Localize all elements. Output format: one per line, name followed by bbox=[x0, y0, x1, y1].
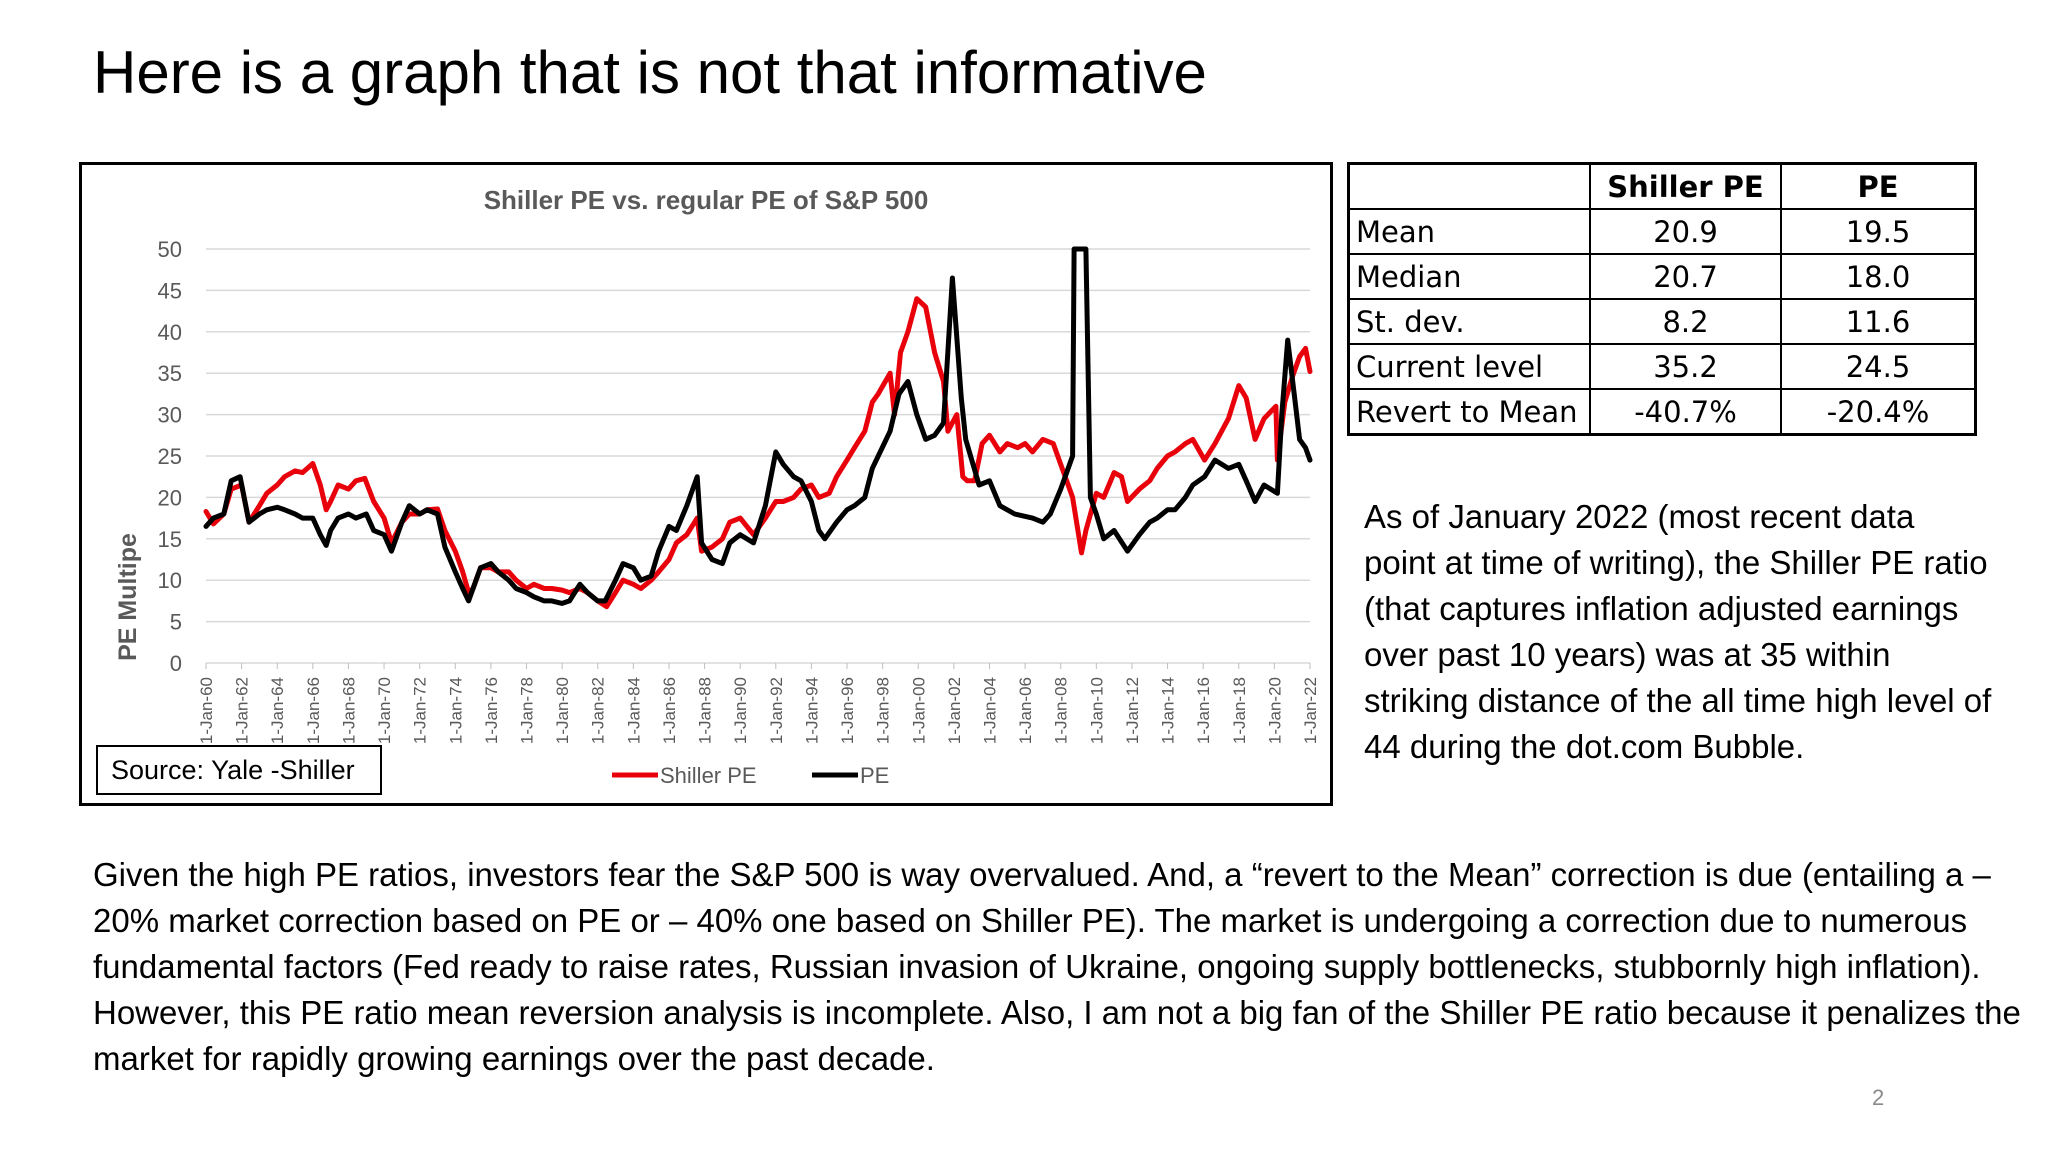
x-tick-label: 1-Jan-94 bbox=[802, 677, 821, 744]
x-tick-label: 1-Jan-14 bbox=[1159, 677, 1178, 744]
y-tick-labels: 0 5 10 15 20 25 30 35 40 45 50 bbox=[158, 237, 182, 676]
x-tick-label: 1-Jan-00 bbox=[909, 677, 928, 744]
legend-label: PE bbox=[860, 763, 889, 788]
table-row: Current level 35.2 24.5 bbox=[1347, 343, 1977, 390]
x-tick-label: 1-Jan-06 bbox=[1016, 677, 1035, 744]
gridlines bbox=[205, 248, 1311, 669]
y-tick-label: 35 bbox=[158, 361, 182, 386]
pe-value: 11.6 bbox=[1780, 298, 1977, 345]
table-header-row: Shiller PE PE bbox=[1347, 162, 1977, 210]
x-tick-label: 1-Jan-88 bbox=[696, 677, 715, 744]
x-tick-label: 1-Jan-92 bbox=[767, 677, 786, 744]
shiller-value: 20.7 bbox=[1589, 253, 1782, 300]
x-tick-label: 1-Jan-80 bbox=[553, 677, 572, 744]
table-row: St. dev. 8.2 11.6 bbox=[1347, 298, 1977, 345]
table-header-empty bbox=[1347, 162, 1591, 210]
table-row: Median 20.7 18.0 bbox=[1347, 253, 1977, 300]
x-tick-labels: 1-Jan-60 1-Jan-62 1-Jan-64 1-Jan-66 1-Jan-68… bbox=[197, 677, 1320, 744]
x-tick-label: 1-Jan-20 bbox=[1265, 677, 1284, 744]
body-paragraph: Given the high PE ratios, investors fear… bbox=[93, 856, 2021, 1077]
source-note: Source: Yale -Shiller bbox=[96, 745, 382, 795]
chart-panel: Shiller PE vs. regular PE of S&P 500 0 5 1… bbox=[79, 162, 1333, 806]
shiller-value: 35.2 bbox=[1589, 343, 1782, 390]
chart-legend: Shiller PE PE bbox=[612, 763, 889, 788]
table-header-shiller-pe: Shiller PE bbox=[1589, 162, 1782, 210]
x-tick-label: 1-Jan-86 bbox=[660, 677, 679, 744]
y-tick-label: 5 bbox=[170, 610, 182, 635]
x-tick-label: 1-Jan-12 bbox=[1123, 677, 1142, 744]
x-tick-label: 1-Jan-76 bbox=[482, 677, 501, 744]
series-lines bbox=[203, 246, 1313, 610]
x-tick-label: 1-Jan-90 bbox=[731, 677, 750, 744]
x-tick-label: 1-Jan-78 bbox=[518, 677, 537, 744]
y-tick-label: 15 bbox=[158, 527, 182, 552]
y-tick-label: 50 bbox=[158, 237, 182, 262]
x-tick-label: 1-Jan-72 bbox=[411, 677, 430, 744]
y-axis-title: PE Multipe bbox=[114, 533, 142, 661]
y-tick-label: 40 bbox=[158, 320, 182, 345]
y-tick-label: 45 bbox=[158, 278, 182, 303]
x-tick-label: 1-Jan-68 bbox=[339, 677, 358, 744]
y-tick-label: 30 bbox=[158, 403, 182, 428]
shiller-value: 20.9 bbox=[1589, 208, 1782, 255]
pe-value: -20.4% bbox=[1780, 388, 1977, 436]
x-tick-label: 1-Jan-18 bbox=[1230, 677, 1249, 744]
page-number: 2 bbox=[1872, 1085, 1885, 1110]
y-tick-label: 0 bbox=[170, 651, 182, 676]
table-row: Mean 20.9 19.5 bbox=[1347, 208, 1977, 255]
pe-value: 24.5 bbox=[1780, 343, 1977, 390]
y-tick-label: 10 bbox=[158, 568, 182, 593]
shiller-value: -40.7% bbox=[1589, 388, 1782, 436]
x-tick-label: 1-Jan-08 bbox=[1052, 677, 1071, 744]
x-tick-label: 1-Jan-60 bbox=[197, 677, 216, 744]
x-tick-label: 1-Jan-70 bbox=[375, 677, 394, 744]
shiller-value: 8.2 bbox=[1589, 298, 1782, 345]
slide-title: Here is a graph that is not that informa… bbox=[93, 39, 1207, 106]
row-label: Revert to Mean bbox=[1347, 388, 1591, 436]
row-label: St. dev. bbox=[1347, 298, 1591, 345]
x-tick-label: 1-Jan-66 bbox=[304, 677, 323, 744]
legend-label: Shiller PE bbox=[660, 763, 757, 788]
x-tick-label: 1-Jan-64 bbox=[268, 677, 287, 744]
x-tick-label: 1-Jan-62 bbox=[233, 677, 252, 744]
row-label: Current level bbox=[1347, 343, 1591, 390]
pe-value: 18.0 bbox=[1780, 253, 1977, 300]
series-line-shiller-pe bbox=[203, 296, 1313, 610]
chart-title: Shiller PE vs. regular PE of S&P 500 bbox=[484, 185, 929, 215]
x-tick-label: 1-Jan-16 bbox=[1194, 677, 1213, 744]
table-header-pe: PE bbox=[1780, 162, 1977, 210]
x-tick-label: 1-Jan-04 bbox=[980, 677, 999, 744]
x-tick-label: 1-Jan-98 bbox=[874, 677, 893, 744]
y-tick-label: 20 bbox=[158, 485, 182, 510]
side-note: As of January 2022 (most recent data poi… bbox=[1364, 498, 1992, 765]
pe-value: 19.5 bbox=[1780, 208, 1977, 255]
x-tick-label: 1-Jan-74 bbox=[446, 677, 465, 744]
x-tick-label: 1-Jan-84 bbox=[624, 677, 643, 744]
y-tick-label: 25 bbox=[158, 444, 182, 469]
x-tick-label: 1-Jan-10 bbox=[1087, 677, 1106, 744]
series-line-pe bbox=[203, 246, 1313, 606]
x-tick-label: 1-Jan-22 bbox=[1301, 677, 1320, 744]
row-label: Mean bbox=[1347, 208, 1591, 255]
pe-statistics-table: Shiller PE PE Mean 20.9 19.5 Median 20.7… bbox=[1347, 162, 1977, 436]
x-tick-label: 1-Jan-02 bbox=[945, 677, 964, 744]
table-row: Revert to Mean -40.7% -20.4% bbox=[1347, 388, 1977, 436]
x-tick-label: 1-Jan-82 bbox=[589, 677, 608, 744]
row-label: Median bbox=[1347, 253, 1591, 300]
x-tick-label: 1-Jan-96 bbox=[838, 677, 857, 744]
pe-line-chart: Shiller PE vs. regular PE of S&P 500 0 5 1… bbox=[114, 185, 1320, 788]
